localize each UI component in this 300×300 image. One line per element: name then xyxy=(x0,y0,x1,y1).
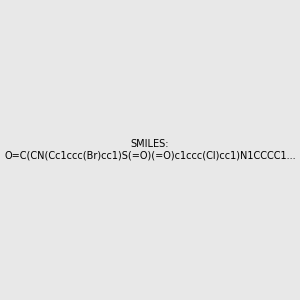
Text: SMILES:
O=C(CN(Cc1ccc(Br)cc1)S(=O)(=O)c1ccc(Cl)cc1)N1CCCC1...: SMILES: O=C(CN(Cc1ccc(Br)cc1)S(=O)(=O)c1… xyxy=(4,139,296,161)
